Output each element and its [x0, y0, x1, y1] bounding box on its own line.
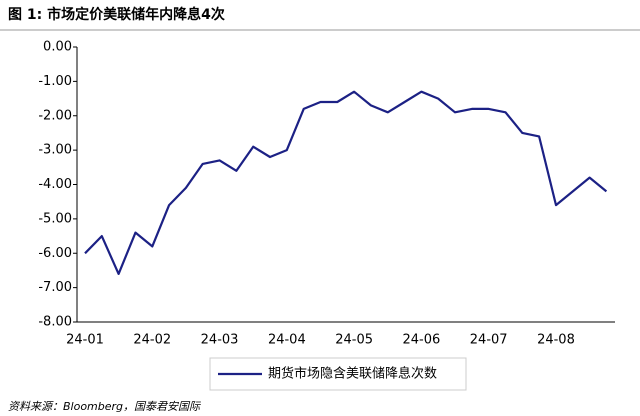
y-tick-label: -3.00: [38, 143, 72, 158]
y-tick-label: -1.00: [38, 74, 72, 89]
x-tick-label: 24-08: [537, 333, 575, 348]
legend-box: [209, 357, 467, 391]
chart-title: 图 1: 市场定价美联储年内降息4次: [8, 6, 225, 23]
y-tick-label: -8.00: [38, 315, 72, 330]
x-tick-label: 24-06: [403, 333, 441, 348]
y-tick-label: -7.00: [38, 280, 72, 295]
y-tick-label: 0.00: [43, 40, 72, 55]
x-tick-label: 24-03: [201, 333, 239, 348]
x-tick-label: 24-07: [470, 333, 508, 348]
y-tick-label: -5.00: [38, 211, 72, 226]
x-tick-label: 24-02: [133, 333, 171, 348]
x-tick-label: 24-01: [66, 333, 104, 348]
y-tick-label: -2.00: [38, 108, 72, 123]
source-note: 资料来源：Bloomberg，国泰君安国际: [8, 400, 201, 413]
y-tick-label: -6.00: [38, 246, 72, 261]
y-tick-label: -4.00: [38, 177, 72, 192]
x-tick-label: 24-04: [268, 333, 306, 348]
x-tick-label: 24-05: [335, 333, 373, 348]
legend-label: 期货市场隐含美联储降息次数: [268, 366, 437, 382]
data-line: [84, 90, 608, 275]
